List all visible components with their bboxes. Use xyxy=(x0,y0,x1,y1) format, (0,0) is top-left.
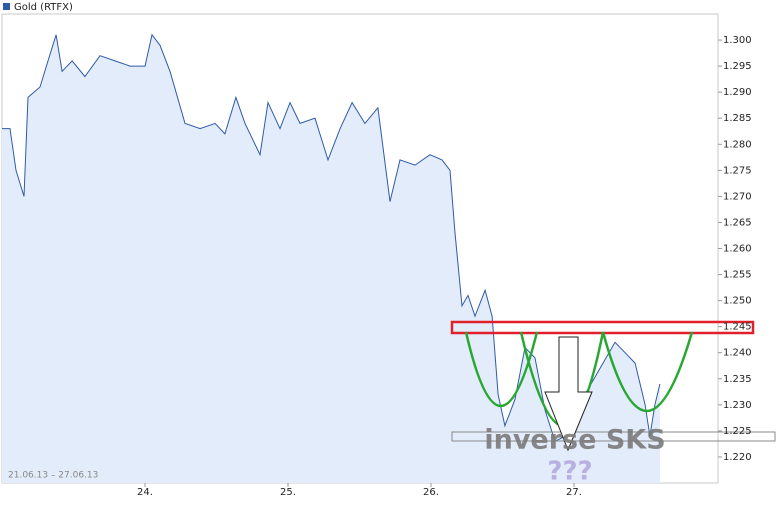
y-tick-label: 1.270 xyxy=(723,191,752,202)
y-tick-label: 1.230 xyxy=(723,400,752,411)
y-tick-label: 1.275 xyxy=(723,165,752,176)
y-tick-label: 1.280 xyxy=(723,139,752,150)
drawing-overlay xyxy=(450,320,776,452)
annotation: inverse SKS xyxy=(484,425,665,456)
y-tick-label: 1.290 xyxy=(723,87,752,98)
legend-label: Gold (RTFX) xyxy=(14,2,73,13)
y-tick-label: 1.250 xyxy=(723,296,752,307)
x-tick-label: 25. xyxy=(280,487,296,498)
support-box xyxy=(451,431,776,442)
y-tick-label: 1.265 xyxy=(723,217,752,228)
left-shoulder xyxy=(464,331,539,408)
arrow xyxy=(544,336,593,452)
y-tick-label: 1.255 xyxy=(723,270,752,281)
y-tick-label: 1.220 xyxy=(723,452,752,463)
marks xyxy=(2,33,661,484)
y-tick-label: 1.295 xyxy=(723,61,752,72)
y-tick-label: 1.300 xyxy=(723,35,752,46)
line xyxy=(2,33,661,443)
right-shoulder xyxy=(601,331,694,413)
x-tick-label: 26. xyxy=(423,487,439,498)
x-tick-label: 24. xyxy=(137,487,153,498)
x-tick-label: 27. xyxy=(566,487,582,498)
y-tick-label: 1.235 xyxy=(723,374,752,385)
y-tick-label: 1.225 xyxy=(723,426,752,437)
area xyxy=(2,34,660,484)
y-tick-label: 1.245 xyxy=(723,322,752,333)
y-tick-label: 1.260 xyxy=(723,244,752,255)
y-tick-label: 1.240 xyxy=(723,348,752,359)
y-tick-label: 1.285 xyxy=(723,113,752,124)
date-range: 21.06.13 – 27.06.13 xyxy=(8,471,98,481)
legend-swatch xyxy=(3,3,10,10)
annotation: ??? xyxy=(547,457,592,487)
